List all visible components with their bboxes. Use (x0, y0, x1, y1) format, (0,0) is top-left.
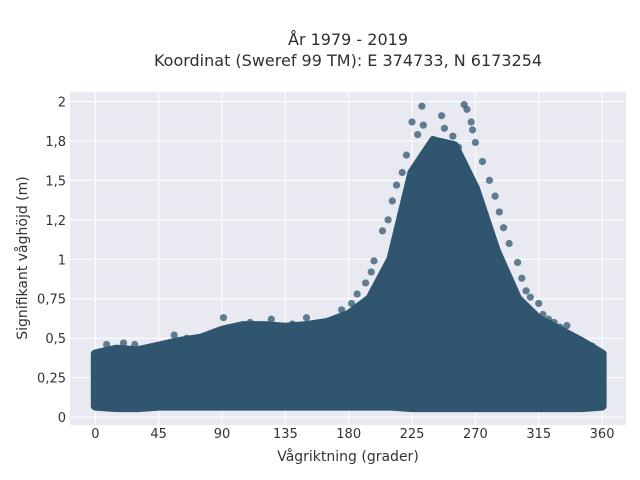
data-point (353, 290, 361, 298)
data-point (331, 315, 339, 323)
data-point (131, 340, 139, 349)
data-point (449, 132, 457, 140)
x-axis-label: Vågriktning (grader) (277, 448, 419, 465)
chart-title-line1: År 1979 - 2019 (288, 30, 408, 49)
data-point (201, 333, 209, 341)
data-point (246, 318, 254, 327)
data-point (573, 334, 581, 342)
data-point (454, 143, 463, 151)
data-point (211, 329, 219, 338)
x-tick-label: 45 (150, 427, 167, 442)
data-point (440, 124, 449, 132)
data-point (347, 299, 356, 308)
data-point (288, 320, 296, 328)
dense-scatter-band (90, 136, 607, 413)
data-point (388, 197, 396, 205)
data-point (162, 342, 170, 350)
data-point (408, 118, 416, 126)
data-point (414, 131, 422, 139)
y-tick-label: 1,8 (45, 135, 66, 150)
y-tick-label: 1,5 (45, 174, 66, 189)
data-point (563, 321, 571, 330)
data-point (438, 112, 446, 120)
data-point (467, 118, 475, 126)
x-tick-label: 360 (590, 427, 615, 442)
data-point (581, 347, 589, 355)
data-point (419, 121, 427, 129)
data-point (526, 293, 534, 301)
data-point (535, 299, 543, 308)
data-point (402, 151, 411, 159)
data-point (108, 347, 116, 355)
data-point (102, 340, 111, 349)
data-points (94, 101, 602, 361)
data-point (518, 274, 526, 282)
data-point (544, 315, 553, 323)
y-tick-label: 2 (58, 95, 66, 110)
data-point (170, 331, 178, 339)
data-point (429, 135, 437, 143)
y-tick-label: 0 (58, 411, 66, 426)
data-point (148, 345, 156, 353)
data-point (468, 126, 477, 134)
y-tick-label: 0,5 (45, 332, 66, 347)
x-tick-label: 0 (91, 427, 99, 442)
data-point (463, 105, 471, 113)
data-point (232, 323, 240, 331)
data-point (491, 192, 499, 200)
data-point (478, 157, 487, 166)
data-point (384, 216, 392, 224)
x-tick-label: 225 (400, 427, 425, 442)
data-point (499, 224, 508, 232)
data-point (183, 334, 191, 342)
data-point (338, 306, 346, 314)
data-point (119, 339, 128, 347)
data-point (514, 258, 522, 267)
data-point (423, 148, 432, 156)
data-point (594, 353, 602, 361)
data-point (367, 268, 375, 276)
data-point (392, 181, 401, 189)
data-point (522, 287, 530, 295)
y-tick-label: 0,75 (37, 293, 66, 308)
data-point (539, 310, 547, 319)
y-tick-label: 1,2 (45, 214, 66, 229)
x-tick-label: 315 (526, 427, 551, 442)
x-tick-label: 135 (273, 427, 298, 442)
chart-title-line2: Koordinat (Sweref 99 TM): E 374733, N 61… (154, 51, 542, 70)
y-tick-label: 1 (58, 253, 66, 268)
data-point (398, 168, 406, 177)
data-point (219, 314, 228, 322)
data-point (505, 239, 513, 248)
data-point (316, 318, 325, 327)
data-point (495, 208, 503, 216)
data-point (556, 323, 564, 331)
data-point (550, 318, 558, 327)
data-point (94, 350, 102, 358)
data-point (471, 138, 479, 147)
data-point (302, 314, 311, 322)
x-tick-label: 270 (463, 427, 488, 442)
data-point (588, 342, 596, 350)
data-point (277, 323, 285, 331)
data-point (138, 353, 146, 361)
y-tick-label: 0,25 (37, 372, 66, 387)
data-point (257, 326, 266, 334)
data-point (378, 227, 387, 235)
data-density-band (90, 136, 607, 413)
data-point (361, 279, 370, 287)
y-axis-label: Signifikant våghöjd (m) (14, 176, 31, 339)
x-tick-label: 180 (336, 427, 361, 442)
x-tick-label: 90 (214, 427, 231, 442)
x-tick-labels: 0 45 90 135 180 225 270 315 360 (91, 427, 614, 442)
data-point (267, 315, 275, 323)
data-point (370, 257, 378, 265)
y-tick-labels: 0 0,25 0,5 0,75 1 1,2 1,5 1,8 2 (37, 95, 66, 426)
data-point (418, 102, 426, 110)
data-point (485, 176, 494, 184)
